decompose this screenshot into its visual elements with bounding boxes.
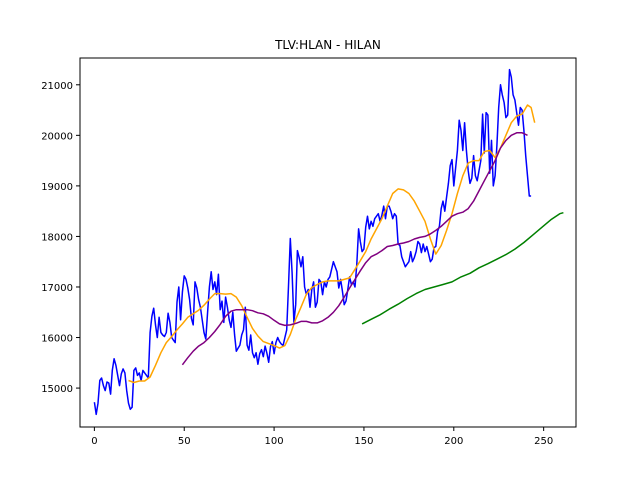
series-line-2 — [181, 132, 528, 366]
x-axis: 0 50 100 150 200 250 — [91, 427, 553, 447]
y-tick-label: 20000 — [41, 131, 73, 142]
y-tick-label: 15000 — [41, 384, 73, 395]
x-tick-label: 250 — [534, 436, 553, 447]
x-tick-label: 50 — [178, 436, 191, 447]
y-tick-label: 16000 — [41, 334, 73, 345]
x-tick-label: 150 — [354, 436, 373, 447]
y-axis: 15000 16000 17000 18000 19000 20000 21000 — [41, 81, 80, 395]
series-layer — [93, 68, 564, 416]
y-tick-label: 21000 — [41, 81, 73, 92]
y-tick-label: 18000 — [41, 232, 73, 243]
y-tick-label: 17000 — [41, 283, 73, 294]
series-line-0 — [93, 68, 532, 416]
x-tick-label: 100 — [265, 436, 284, 447]
y-tick-label: 19000 — [41, 182, 73, 193]
plot-frame — [79, 57, 577, 428]
x-tick-label: 0 — [91, 436, 97, 447]
chart-title: TLV:HLAN - HILAN — [274, 38, 381, 52]
series-line-1 — [128, 104, 536, 384]
x-tick-label: 200 — [444, 436, 463, 447]
series-line-3 — [361, 211, 564, 325]
